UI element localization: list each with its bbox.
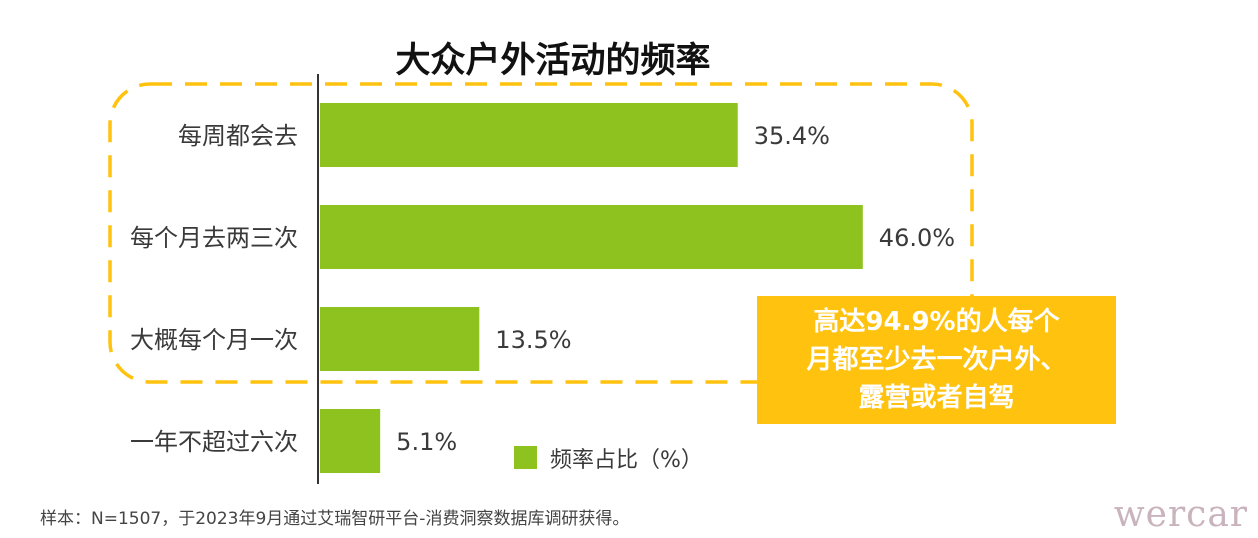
- data-label: 35.4%: [754, 122, 830, 150]
- bar: [320, 103, 738, 167]
- data-label: 5.1%: [396, 428, 457, 456]
- callout-line-1: 高达94.9%的人每个: [813, 307, 1060, 337]
- category-label: 一年不超过六次: [130, 428, 298, 456]
- category-label: 大概每个月一次: [130, 326, 298, 354]
- legend-swatch: [514, 446, 537, 469]
- data-label: 13.5%: [495, 326, 571, 354]
- category-label: 每周都会去: [178, 122, 298, 150]
- data-label: 46.0%: [879, 224, 955, 252]
- callout-line-2: 月都至少去一次户外、: [806, 345, 1067, 375]
- bar: [320, 205, 863, 269]
- source-note: 样本：N=1507，于2023年9月通过艾瑞智研平台-消费洞察数据库调研获得。: [40, 509, 629, 529]
- highlight-dashed-box: [108, 82, 974, 384]
- callout-line-3: 露营或者自驾: [858, 383, 1015, 413]
- category-label: 每个月去两三次: [130, 224, 298, 252]
- bar: [320, 409, 381, 473]
- bar: [320, 307, 480, 371]
- chart-title: 大众户外活动的频率: [395, 41, 710, 81]
- watermark: wercar: [1114, 494, 1248, 535]
- legend-label: 频率占比（%）: [550, 448, 703, 473]
- highlight-callout: 高达94.9%的人每个 月都至少去一次户外、 露营或者自驾: [757, 296, 1116, 424]
- bar-group: 每周都会去 35.4% 每个月去两三次 46.0% 大概每个月一次 13.5% 一年不超过六…: [130, 103, 955, 473]
